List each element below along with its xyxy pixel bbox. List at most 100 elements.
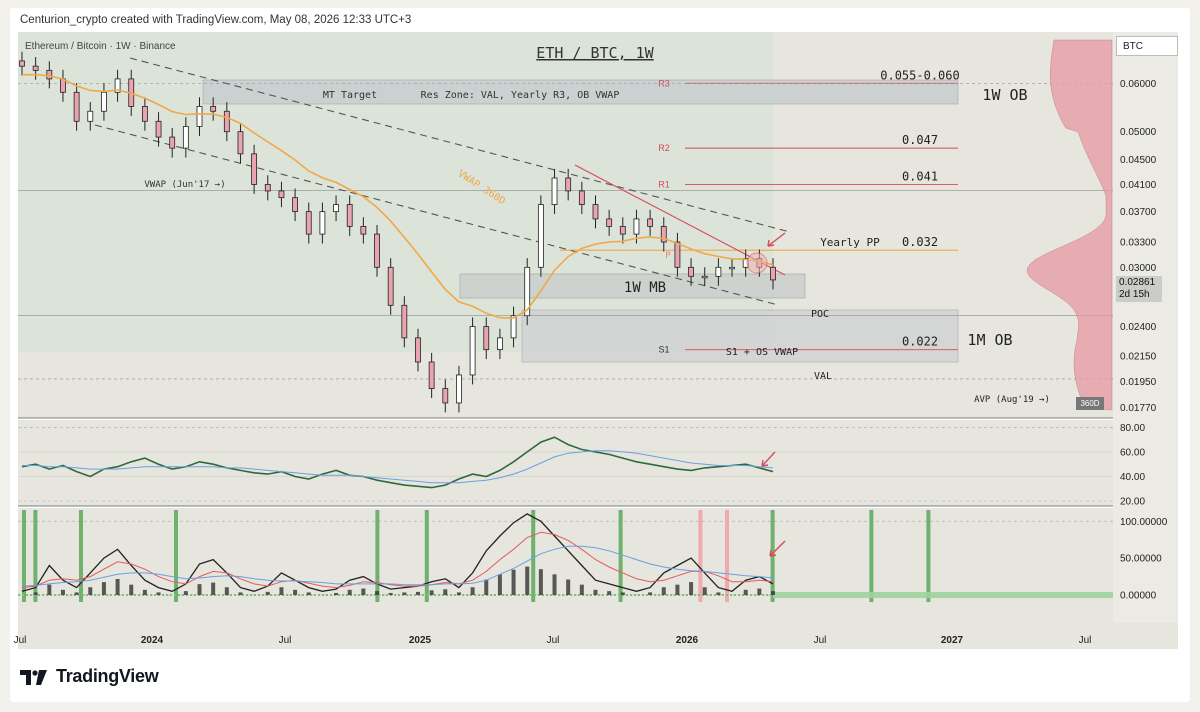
osc-tick-label: 100.00000 <box>1120 517 1168 528</box>
arrow-marker <box>769 540 786 557</box>
candle-body <box>155 120 162 138</box>
histogram-bar <box>593 589 598 595</box>
level-value-label: 0.047 <box>902 133 938 147</box>
candle-body <box>169 136 176 149</box>
candle-body <box>210 106 217 112</box>
rsi-tick-label: 20.00 <box>1120 497 1145 508</box>
level-tag-label: R3 <box>658 78 670 88</box>
candle-body <box>114 78 121 93</box>
candle-body <box>387 266 394 306</box>
histogram-bar <box>689 582 694 595</box>
histogram-bar <box>484 579 489 595</box>
histogram-bar <box>33 592 38 595</box>
histogram-bar <box>279 587 284 595</box>
histogram-bar <box>620 592 625 595</box>
histogram-bar <box>129 584 134 595</box>
histogram-bar <box>183 591 188 595</box>
price-tick-label: 0.04500 <box>1120 155 1157 166</box>
annotation-label: Res Zone: VAL, Yearly R3, OB VWAP <box>421 90 620 101</box>
histogram-bar <box>197 584 202 595</box>
histogram-bar <box>456 592 461 595</box>
histogram-bar <box>402 592 407 595</box>
annotation-label: S1 + OS VWAP <box>726 347 798 358</box>
green-signal-bar <box>869 510 874 602</box>
level-value-label: 0.022 <box>902 335 938 349</box>
zero-band <box>773 591 1113 598</box>
upper-trendline <box>129 57 791 233</box>
ticker-tag[interactable]: BTC <box>1116 36 1178 56</box>
candle-body <box>278 190 285 199</box>
candle-body <box>510 315 517 339</box>
bar-countdown: 2d 15h <box>1119 289 1150 300</box>
annotation-label: 1W MB <box>624 280 666 296</box>
histogram-bar <box>47 584 52 595</box>
tradingview-logo[interactable]: TradingView <box>20 666 159 687</box>
price-tick-label: 0.03000 <box>1120 263 1157 274</box>
candle-body <box>374 233 380 268</box>
histogram-bar <box>470 587 475 595</box>
histogram-bar <box>771 591 775 595</box>
rsi-panel-bg <box>18 420 1113 506</box>
rsi-tick-label: 80.00 <box>1120 423 1145 434</box>
candle-body <box>223 110 230 133</box>
histogram-bar <box>142 589 147 595</box>
candle-body <box>333 204 339 213</box>
histogram-bar <box>702 587 707 595</box>
histogram-bar <box>238 592 243 595</box>
candle-body <box>360 225 367 235</box>
time-axis-bg <box>18 623 1178 649</box>
time-tick-label: Jul <box>279 635 292 646</box>
osc-panel-bg <box>18 508 1113 623</box>
chart-title: ETH / BTC, 1W <box>536 44 654 62</box>
arrow-marker <box>767 232 786 247</box>
weekly-mb-box <box>459 273 806 299</box>
candle-body <box>196 106 203 127</box>
histogram-bar <box>579 584 584 595</box>
histogram-bar <box>743 589 748 595</box>
time-tick-label: 2024 <box>141 635 164 646</box>
candle-body <box>292 197 298 213</box>
red-signal-bar <box>725 510 729 602</box>
candle-body <box>483 326 490 351</box>
candle-body <box>428 361 435 389</box>
vwap-360-tag: 360D <box>1076 397 1104 410</box>
histogram-bar <box>265 591 270 595</box>
annotation-label: POC <box>811 309 829 320</box>
green-signal-bar <box>22 510 26 602</box>
histogram-bar <box>375 591 380 595</box>
price-tick-label: 0.01770 <box>1120 403 1157 414</box>
candle-body <box>660 225 667 243</box>
price-axis-bg <box>1113 32 1178 623</box>
green-signal-bar <box>618 510 623 602</box>
rsi-line <box>21 436 774 489</box>
candle-body <box>565 177 572 192</box>
time-tick-label: Jul <box>547 635 560 646</box>
rsi-tick-label: 60.00 <box>1120 447 1145 458</box>
price-tick-label: 0.03300 <box>1120 238 1157 249</box>
candle-body <box>537 204 544 268</box>
histogram-bar <box>361 588 366 595</box>
candle-body <box>469 326 476 376</box>
candle-body <box>701 275 708 279</box>
histogram-bar <box>497 574 502 595</box>
green-signal-bar <box>174 510 178 602</box>
green-signal-bar <box>79 510 83 602</box>
candle-body <box>60 78 66 93</box>
candle-body <box>141 106 148 122</box>
annotation-label: MT Target <box>323 90 377 101</box>
histogram-bar <box>716 592 721 595</box>
histogram-bar <box>566 579 571 595</box>
time-tick-label: Jul <box>14 635 27 646</box>
tradingview-logo-icon <box>20 669 47 685</box>
level-tag-label: R1 <box>658 179 670 189</box>
last-price-tag: 0.02861 2d 15h <box>1116 276 1162 302</box>
histogram-bar <box>415 591 420 595</box>
time-tick-label: Jul <box>814 635 827 646</box>
level-value-label: 0.032 <box>902 235 938 249</box>
res-zone-box <box>202 79 959 105</box>
green-signal-bar <box>375 510 380 602</box>
symbol-line: Ethereum / Bitcoin · 1W · Binance <box>25 41 176 52</box>
price-tick-label: 0.06000 <box>1120 79 1157 90</box>
candle-body <box>346 204 353 227</box>
